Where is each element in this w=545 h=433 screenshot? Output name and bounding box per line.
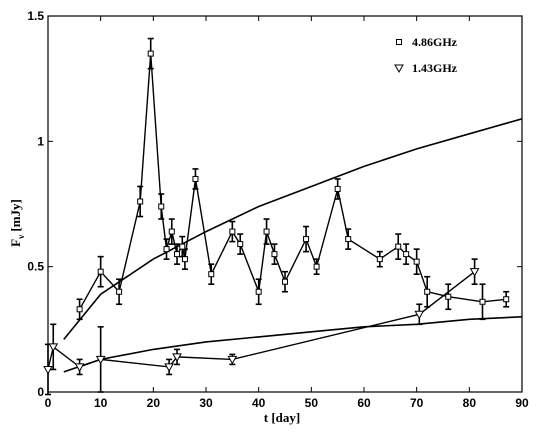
legend-label-1: 4.86GHz xyxy=(412,35,458,49)
data-point xyxy=(48,343,59,352)
legend-marker-2 xyxy=(394,64,404,74)
data-point xyxy=(95,355,106,365)
data-point xyxy=(282,278,288,285)
data-point xyxy=(172,353,182,362)
data-point xyxy=(164,363,174,372)
plot-frame xyxy=(47,15,523,393)
x-tick-label: 90 xyxy=(515,396,529,410)
data-point xyxy=(445,293,452,300)
legend-marker-1 xyxy=(396,39,402,45)
model-curve-2 xyxy=(63,316,523,373)
y-tick-label: 0.5 xyxy=(27,260,44,274)
model-curves xyxy=(63,118,523,373)
svg-text:Fν [mJy]: Fν [mJy] xyxy=(8,199,26,247)
x-tick-label: 0 xyxy=(45,396,52,410)
data-point xyxy=(163,246,170,253)
data-point xyxy=(229,228,236,235)
data-point xyxy=(181,256,188,263)
data-point xyxy=(137,198,144,205)
x-tick-label: 60 xyxy=(357,396,371,410)
legend: 4.86GHz 1.43GHz xyxy=(394,35,458,75)
axes: 0 10 20 30 40 50 60 70 80 90 0 0.5 1 1.5 xyxy=(27,9,529,410)
data-point xyxy=(503,296,510,303)
data-point xyxy=(192,175,199,182)
x-tick-label: 50 xyxy=(305,396,319,410)
y-axis-label: Fν [mJy] xyxy=(8,199,26,247)
data-point xyxy=(403,251,410,258)
data-point xyxy=(255,288,262,295)
series-1 xyxy=(76,37,510,321)
x-tick-label: 30 xyxy=(199,396,213,410)
data-point xyxy=(413,258,420,265)
x-tick-label: 10 xyxy=(94,396,108,410)
x-tick-label: 80 xyxy=(463,396,477,410)
data-point xyxy=(395,243,402,250)
data-point xyxy=(97,268,104,275)
data-point xyxy=(174,251,181,258)
data-point xyxy=(116,288,123,295)
data-point xyxy=(147,50,154,57)
data-point xyxy=(424,288,431,295)
data-point xyxy=(227,355,238,365)
y-axis-label-sub: ν xyxy=(16,235,26,240)
data-point xyxy=(469,268,480,277)
data-point xyxy=(376,256,383,263)
data-point xyxy=(237,241,244,248)
data-point xyxy=(74,363,85,372)
x-axis-label: t [day] xyxy=(264,410,300,425)
x-tick-label: 20 xyxy=(147,396,161,410)
data-point xyxy=(303,236,310,243)
data-point xyxy=(179,243,186,250)
legend-label-2: 1.43GHz xyxy=(412,61,458,75)
data-point xyxy=(168,228,175,235)
data-point xyxy=(76,306,83,313)
data-point xyxy=(208,271,215,278)
model-curve-1 xyxy=(63,118,523,340)
data-point xyxy=(263,228,270,235)
series-line xyxy=(78,53,507,310)
data-point xyxy=(313,263,320,270)
data-point xyxy=(271,251,278,258)
x-tick-label: 70 xyxy=(410,396,424,410)
data-point xyxy=(479,298,486,305)
data-point xyxy=(345,236,352,243)
y-tick-label: 1 xyxy=(37,134,44,148)
y-tick-label: 0 xyxy=(37,385,44,399)
data-point xyxy=(43,365,53,375)
series-2 xyxy=(43,258,480,396)
y-axis-label-unit: [mJy] xyxy=(8,199,23,232)
data-point xyxy=(334,185,341,192)
y-tick-label: 1.5 xyxy=(27,9,44,23)
y-axis-label-main: F xyxy=(8,239,23,247)
x-tick-label: 40 xyxy=(252,396,266,410)
data-point xyxy=(158,203,165,210)
data-series xyxy=(43,37,510,396)
data-point xyxy=(414,310,425,320)
